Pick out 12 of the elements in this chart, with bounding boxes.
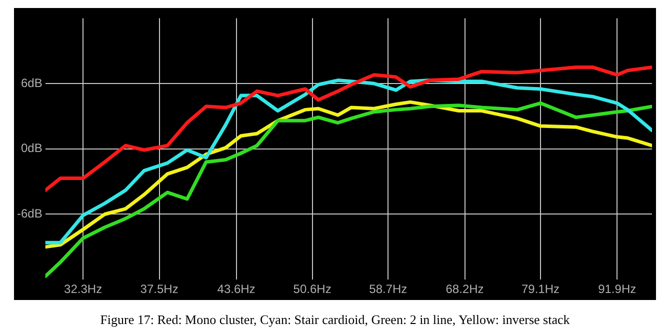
x-tick-label: 43.6Hz	[217, 282, 256, 296]
x-tick-label: 32.3Hz	[64, 282, 102, 296]
caption: Figure 17: Red: Mono cluster, Cyan: Stair cardioid, Green: 2 in line, Yellow: inverse stack	[99, 312, 571, 328]
x-tick-label: 79.1Hz	[521, 282, 560, 296]
x-tick-label: 50.6Hz	[293, 282, 332, 296]
y-tick-label: 0dB	[20, 141, 42, 156]
y-tick-label: -6dB	[16, 206, 42, 221]
x-tick-label: 58.7Hz	[369, 282, 408, 296]
x-tick-label: 91.9Hz	[598, 282, 636, 296]
x-tick-label: 37.5Hz	[140, 282, 178, 296]
y-tick-label: 6dB	[20, 76, 42, 90]
x-tick-label: 68.2Hz	[446, 282, 484, 296]
